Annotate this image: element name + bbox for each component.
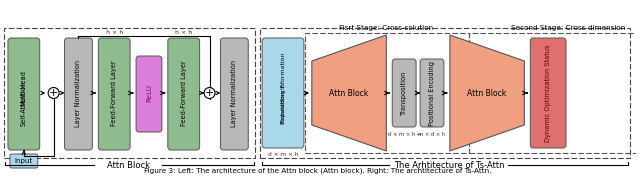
Text: m × d × h: m × d × h — [419, 132, 445, 137]
Text: d × m × h: d × m × h — [268, 153, 298, 158]
Text: h × h: h × h — [175, 30, 193, 35]
Text: Multi-Head: Multi-Head — [21, 70, 27, 106]
Circle shape — [204, 88, 215, 98]
Text: Attn Block: Attn Block — [467, 88, 507, 98]
FancyBboxPatch shape — [99, 38, 130, 150]
Text: Second Stage: Cross-dimension: Second Stage: Cross-dimension — [511, 25, 625, 31]
Bar — [468, 33, 640, 153]
Text: Transposition: Transposition — [401, 71, 407, 115]
Text: Attn Block: Attn Block — [107, 161, 150, 169]
Bar — [4, 28, 255, 158]
Polygon shape — [450, 35, 524, 151]
FancyBboxPatch shape — [531, 38, 566, 148]
Text: Input: Input — [15, 158, 33, 164]
Text: Feed-Forward Layer: Feed-Forward Layer — [180, 60, 187, 126]
Text: h × h: h × h — [106, 30, 123, 35]
Text: +: + — [205, 88, 214, 98]
Bar — [305, 33, 468, 153]
Text: ReLU: ReLU — [146, 84, 152, 102]
Text: Dynamic Optimization Status: Dynamic Optimization Status — [545, 44, 551, 142]
FancyBboxPatch shape — [8, 38, 40, 150]
Text: Figure 3: Left: The architecture of the Attn block (Attn block). Right: The arch: Figure 3: Left: The architecture of the … — [144, 167, 492, 174]
Text: Feed-Forward Layer: Feed-Forward Layer — [111, 60, 117, 126]
Text: +: + — [49, 88, 58, 98]
FancyBboxPatch shape — [420, 59, 444, 127]
Text: Positional Encoding: Positional Encoding — [429, 61, 435, 125]
FancyBboxPatch shape — [262, 38, 304, 148]
FancyBboxPatch shape — [168, 38, 200, 150]
Text: Population Information: Population Information — [280, 52, 285, 124]
Text: Enbedding E: Enbedding E — [280, 83, 285, 123]
FancyBboxPatch shape — [220, 38, 248, 150]
Text: The Arhtitecture of Ts-Attn: The Arhtitecture of Ts-Attn — [394, 161, 504, 169]
Text: Layer Normalization: Layer Normalization — [76, 59, 81, 127]
FancyBboxPatch shape — [136, 56, 162, 132]
Text: Self-Attention: Self-Attention — [21, 80, 27, 126]
Text: d × m × h →: d × m × h → — [388, 132, 421, 137]
Bar — [260, 28, 630, 158]
Polygon shape — [312, 35, 387, 151]
Text: Fisrt Stage: Cross-solution: Fisrt Stage: Cross-solution — [339, 25, 433, 31]
FancyBboxPatch shape — [10, 154, 38, 168]
FancyBboxPatch shape — [392, 59, 416, 127]
Text: Attn Block: Attn Block — [330, 88, 369, 98]
Text: Layer Normalization: Layer Normalization — [232, 59, 237, 127]
FancyBboxPatch shape — [65, 38, 92, 150]
Circle shape — [48, 88, 59, 98]
